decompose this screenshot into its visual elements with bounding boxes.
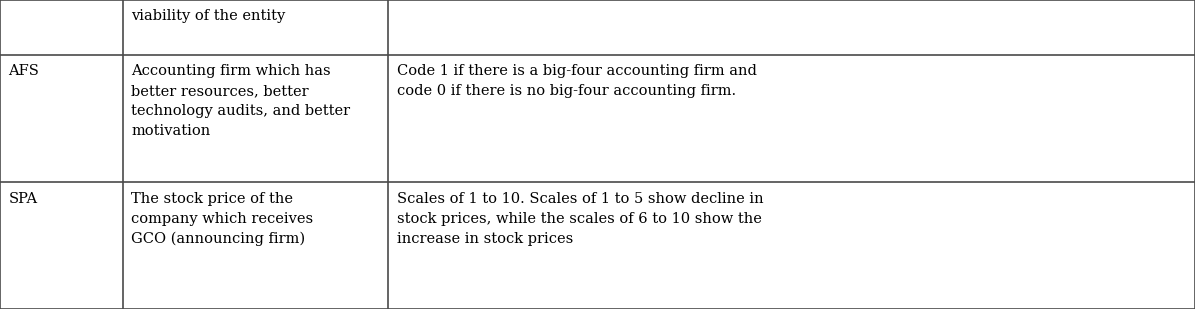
Text: Accounting firm which has
better resources, better
technology audits, and better: Accounting firm which has better resourc… [131, 64, 350, 138]
Text: SPA: SPA [8, 192, 37, 205]
Text: Code 1 if there is a big-four accounting firm and
code 0 if there is no big-four: Code 1 if there is a big-four accounting… [397, 64, 756, 98]
Text: The stock price of the
company which receives
GCO (announcing firm): The stock price of the company which rec… [131, 192, 313, 246]
Text: AFS: AFS [8, 64, 39, 78]
Text: viability of the entity: viability of the entity [131, 9, 286, 23]
Text: Scales of 1 to 10. Scales of 1 to 5 show decline in
stock prices, while the scal: Scales of 1 to 10. Scales of 1 to 5 show… [397, 192, 764, 246]
